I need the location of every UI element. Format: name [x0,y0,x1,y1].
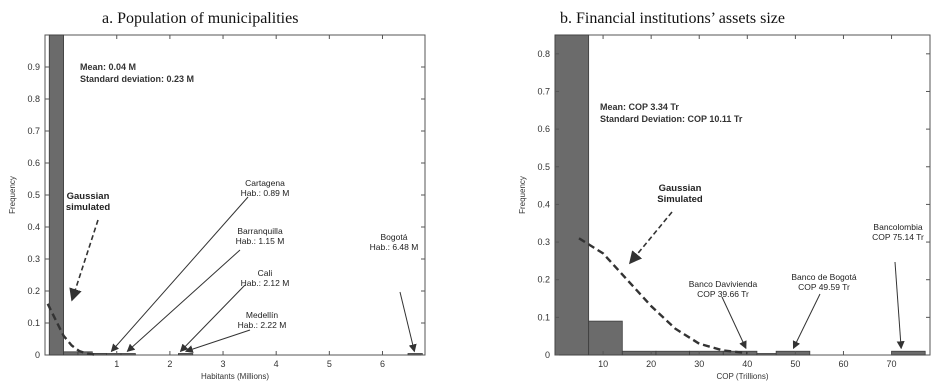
chart-a-title: a. Population of municipalities [102,10,299,27]
stats-line-b-0: Mean: COP 3.34 Tr [600,102,679,112]
x-tick-label-b-1: 20 [646,359,656,369]
annotation-b-1-line-1: COP 49.59 Tr [798,282,850,292]
annotation-a-1-line-0: Barranquilla [237,226,283,236]
annotation-b-0-line-0: Banco Davivienda [689,279,758,289]
stats-line-a-0: Mean: 0.04 M [80,62,136,72]
annotation-a-0-line-0: Cartagena [245,178,285,188]
annotation-arrow-a-2 [179,284,246,353]
histogram-bar-a-1 [63,351,79,356]
y-tick-label-b-8: 0.8 [537,49,550,59]
annotation-arrow-a-3 [184,329,251,353]
annotation-b-2-line-1: COP 75.14 Tr [872,232,924,242]
gaussian-label-a-0: Gaussian [67,191,110,202]
annotation-a-3-line-0: Medellín [246,310,278,320]
histogram-bar-b-8 [891,350,926,356]
stats-line-a-1: Standard deviation: 0.23 M [80,74,194,84]
histogram-bar-a-3 [91,352,108,356]
histogram-bar-a-0 [48,34,65,356]
annotation-b-0-line-1: COP 39.66 Tr [697,289,749,299]
gaussian-curve-b [578,237,748,355]
y-tick-label-b-4: 0.4 [537,199,550,209]
gaussian-arrow-a [69,219,99,302]
x-tick-label-a-2: 3 [221,359,226,369]
y-tick-label-a-3: 0.3 [27,254,40,264]
chart-b-title: b. Financial institutions’ assets size [560,10,786,27]
x-tick-label-b-5: 60 [838,359,848,369]
y-axis-label-b: Frequency [518,176,527,214]
x-tick-label-a-4: 5 [327,359,332,369]
x-tick-label-b-4: 50 [790,359,800,369]
x-axis-label-a: Habitants (Millions) [201,372,269,381]
annotation-arrow-a-1 [126,249,241,353]
annotation-arrow-b-0 [721,296,747,350]
annotation-a-0-line-1: Hab.: 0.89 M [241,188,290,198]
annotation-a-3-line-1: Hab.: 2.22 M [238,320,287,330]
gaussian-curve-a [46,303,96,356]
y-tick-label-b-3: 0.3 [537,237,550,247]
histogram-bar-a-6 [177,353,194,356]
stats-line-b-1: Standard Deviation: COP 10.11 Tr [600,114,743,124]
x-tick-label-b-6: 70 [887,359,897,369]
y-axis-label-a: Frequency [8,176,17,214]
annotation-b-1-line-0: Banco de Bogotá [791,272,856,282]
annotation-a-2-line-0: Cali [258,268,273,278]
annotation-a-2-line-1: Hab.: 2.12 M [241,278,290,288]
y-tick-label-b-0: 0 [545,350,550,360]
y-tick-label-b-5: 0.5 [537,162,550,172]
annotation-arrow-a-0 [110,196,249,353]
y-tick-label-b-7: 0.7 [537,86,550,96]
histogram-bar-b-4 [689,350,724,356]
annotation-arrow-a-4 [399,291,417,353]
histogram-bar-b-1 [588,320,623,356]
y-tick-label-a-1: 0.1 [27,318,40,328]
annotation-arrow-b-1 [792,293,821,350]
annotation-a-4-line-0: Bogotá [381,232,408,242]
histogram-bar-a-5 [120,353,136,356]
histogram-bar-a-7 [407,353,423,356]
x-tick-label-a-1: 2 [167,359,172,369]
histogram-bar-b-7 [775,350,811,356]
gaussian-label-b-0: Gaussian [659,183,702,194]
annotation-a-4-line-1: Hab.: 6.48 M [370,242,419,252]
x-tick-label-a-3: 4 [274,359,279,369]
x-tick-label-a-0: 1 [114,359,119,369]
y-tick-label-a-9: 0.9 [27,62,40,72]
x-tick-label-a-5: 6 [380,359,385,369]
x-tick-label-b-3: 40 [742,359,752,369]
y-tick-label-a-8: 0.8 [27,94,40,104]
y-tick-label-a-2: 0.2 [27,286,40,296]
y-tick-label-b-1: 0.1 [537,312,550,322]
y-tick-label-b-6: 0.6 [537,124,550,134]
y-tick-label-a-7: 0.7 [27,126,40,136]
annotation-a-1-line-1: Hab.: 1.15 M [236,236,285,246]
y-tick-label-a-4: 0.4 [27,222,40,232]
gaussian-label-b-1: Simulated [657,194,703,205]
histogram-bar-a-4 [106,353,122,356]
histogram-bar-b-0 [554,34,590,356]
x-axis-label-b: COP (Trillions) [716,372,768,381]
y-tick-label-a-6: 0.6 [27,158,40,168]
gaussian-label-a-1: simulated [66,202,111,213]
annotation-arrow-b-2 [894,261,905,350]
gaussian-arrow-b [628,211,673,265]
plot-frame-b [554,34,931,356]
y-tick-label-a-5: 0.5 [27,190,40,200]
x-tick-label-b-0: 10 [598,359,608,369]
x-tick-label-b-2: 30 [694,359,704,369]
annotation-b-2-line-0: Bancolombia [873,222,922,232]
y-tick-label-b-2: 0.2 [537,275,550,285]
y-tick-label-a-0: 0 [35,350,40,360]
histogram-bar-b-3 [655,350,691,356]
